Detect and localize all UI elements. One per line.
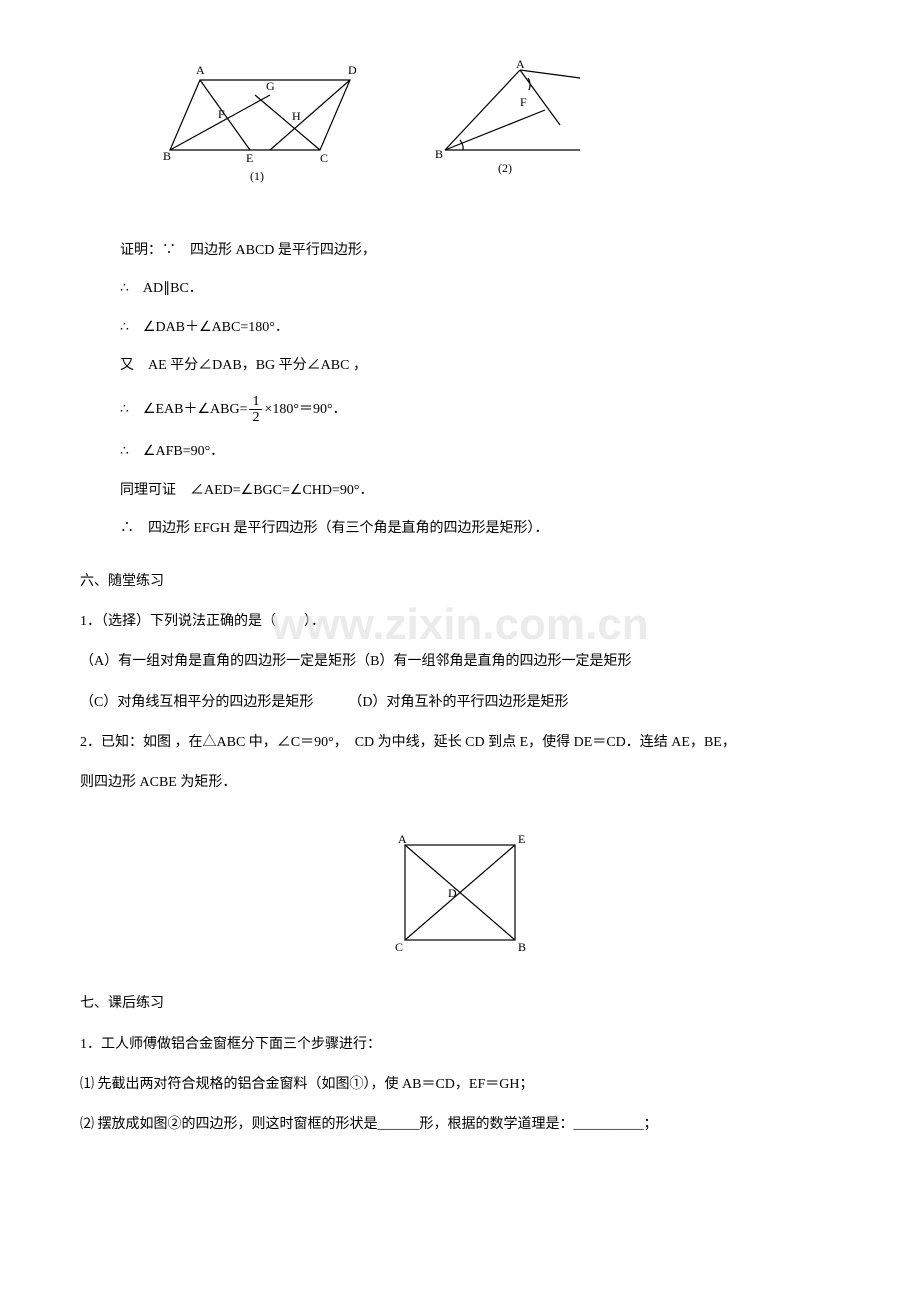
label-a: A (196, 63, 205, 77)
proof-line-4: 又 AE 平分∠DAB，BG 平分∠ABC ， (120, 355, 840, 377)
proof-block: 证明：∵ 四边形 ABCD 是平行四边形， ∴ AD∥BC． ∴ ∠DAB＋∠A… (120, 240, 840, 541)
label-b3: B (518, 940, 526, 954)
proof-line-2: ∴ AD∥BC． (120, 278, 840, 300)
proof-line-5-pre: ∴ ∠EAB＋∠ABG= (120, 402, 247, 417)
proof-line-5: ∴ ∠EAB＋∠ABG=12×180°＝90°． (120, 394, 840, 426)
q1-options-ab: （A）有一组对角是直角的四边形一定是矩形（B）有一组邻角是直角的四边形一定是矩形 (80, 651, 840, 673)
q1: 1．（选择）下列说法正确的是（ ）． (80, 611, 840, 633)
q1-options-cd: （C）对角线互相平分的四边形是矩形 （D）对角互补的平行四边形是矩形 (80, 692, 840, 714)
label-c3: C (395, 940, 403, 954)
figure-1-parallelogram: A D B C E F G H (1) (160, 60, 370, 190)
label-g: G (266, 79, 275, 93)
label-d3: D (448, 886, 457, 900)
figure-3-rectangle: A E C B D (380, 825, 540, 955)
proof-line-8: ∴ 四边形 EFGH 是平行四边形（有三个角是直角的四边形是矩形）． (120, 518, 840, 540)
label-d: D (348, 63, 357, 77)
s7-q1: 1．工人师傅做铝合金窗框分下面三个步骤进行： (80, 1034, 840, 1056)
label-b2: B (435, 147, 443, 161)
proof-line-5-post: ×180°＝90°． (264, 402, 346, 417)
section-7-title: 七、课后练习 (80, 993, 840, 1015)
proof-line-7: 同理可证 ∠AED=∠BGC=∠CHD=90°． (120, 480, 840, 502)
label-b: B (163, 149, 171, 163)
proof-line-3: ∴ ∠DAB＋∠ABC=180°． (120, 317, 840, 339)
label-f: F (218, 107, 225, 121)
label-a3: A (398, 832, 407, 846)
label-f2: F (520, 95, 527, 109)
fraction-half: 12 (249, 394, 262, 426)
proof-line-1: 证明：∵ 四边形 ABCD 是平行四边形， (120, 240, 840, 262)
label-e: E (246, 151, 253, 165)
label-a2: A (516, 60, 525, 71)
section-6-title: 六、随堂练习 (80, 571, 840, 593)
proof-line-6: ∴ ∠AFB=90°． (120, 441, 840, 463)
q2-line1: 2．已知：如图 ，在△ABC 中，∠C＝90°， CD 为中线，延长 CD 到点… (80, 732, 840, 754)
figure-1-caption: (1) (250, 169, 264, 183)
figure-2-angle: A B F (2) (430, 60, 590, 180)
figure-2-caption: (2) (498, 161, 512, 175)
q2-line2: 则四边形 ACBE 为矩形． (80, 772, 840, 794)
label-c: C (320, 151, 328, 165)
label-e3: E (518, 832, 525, 846)
label-h: H (292, 109, 301, 123)
s7-q1a: ⑴ 先截出两对符合规格的铝合金窗料（如图①），使 AB＝CD，EF＝GH； (80, 1074, 840, 1096)
s7-q1b: ⑵ 摆放成如图②的四边形，则这时窗框的形状是______形，根据的数学道理是：_… (80, 1114, 840, 1136)
